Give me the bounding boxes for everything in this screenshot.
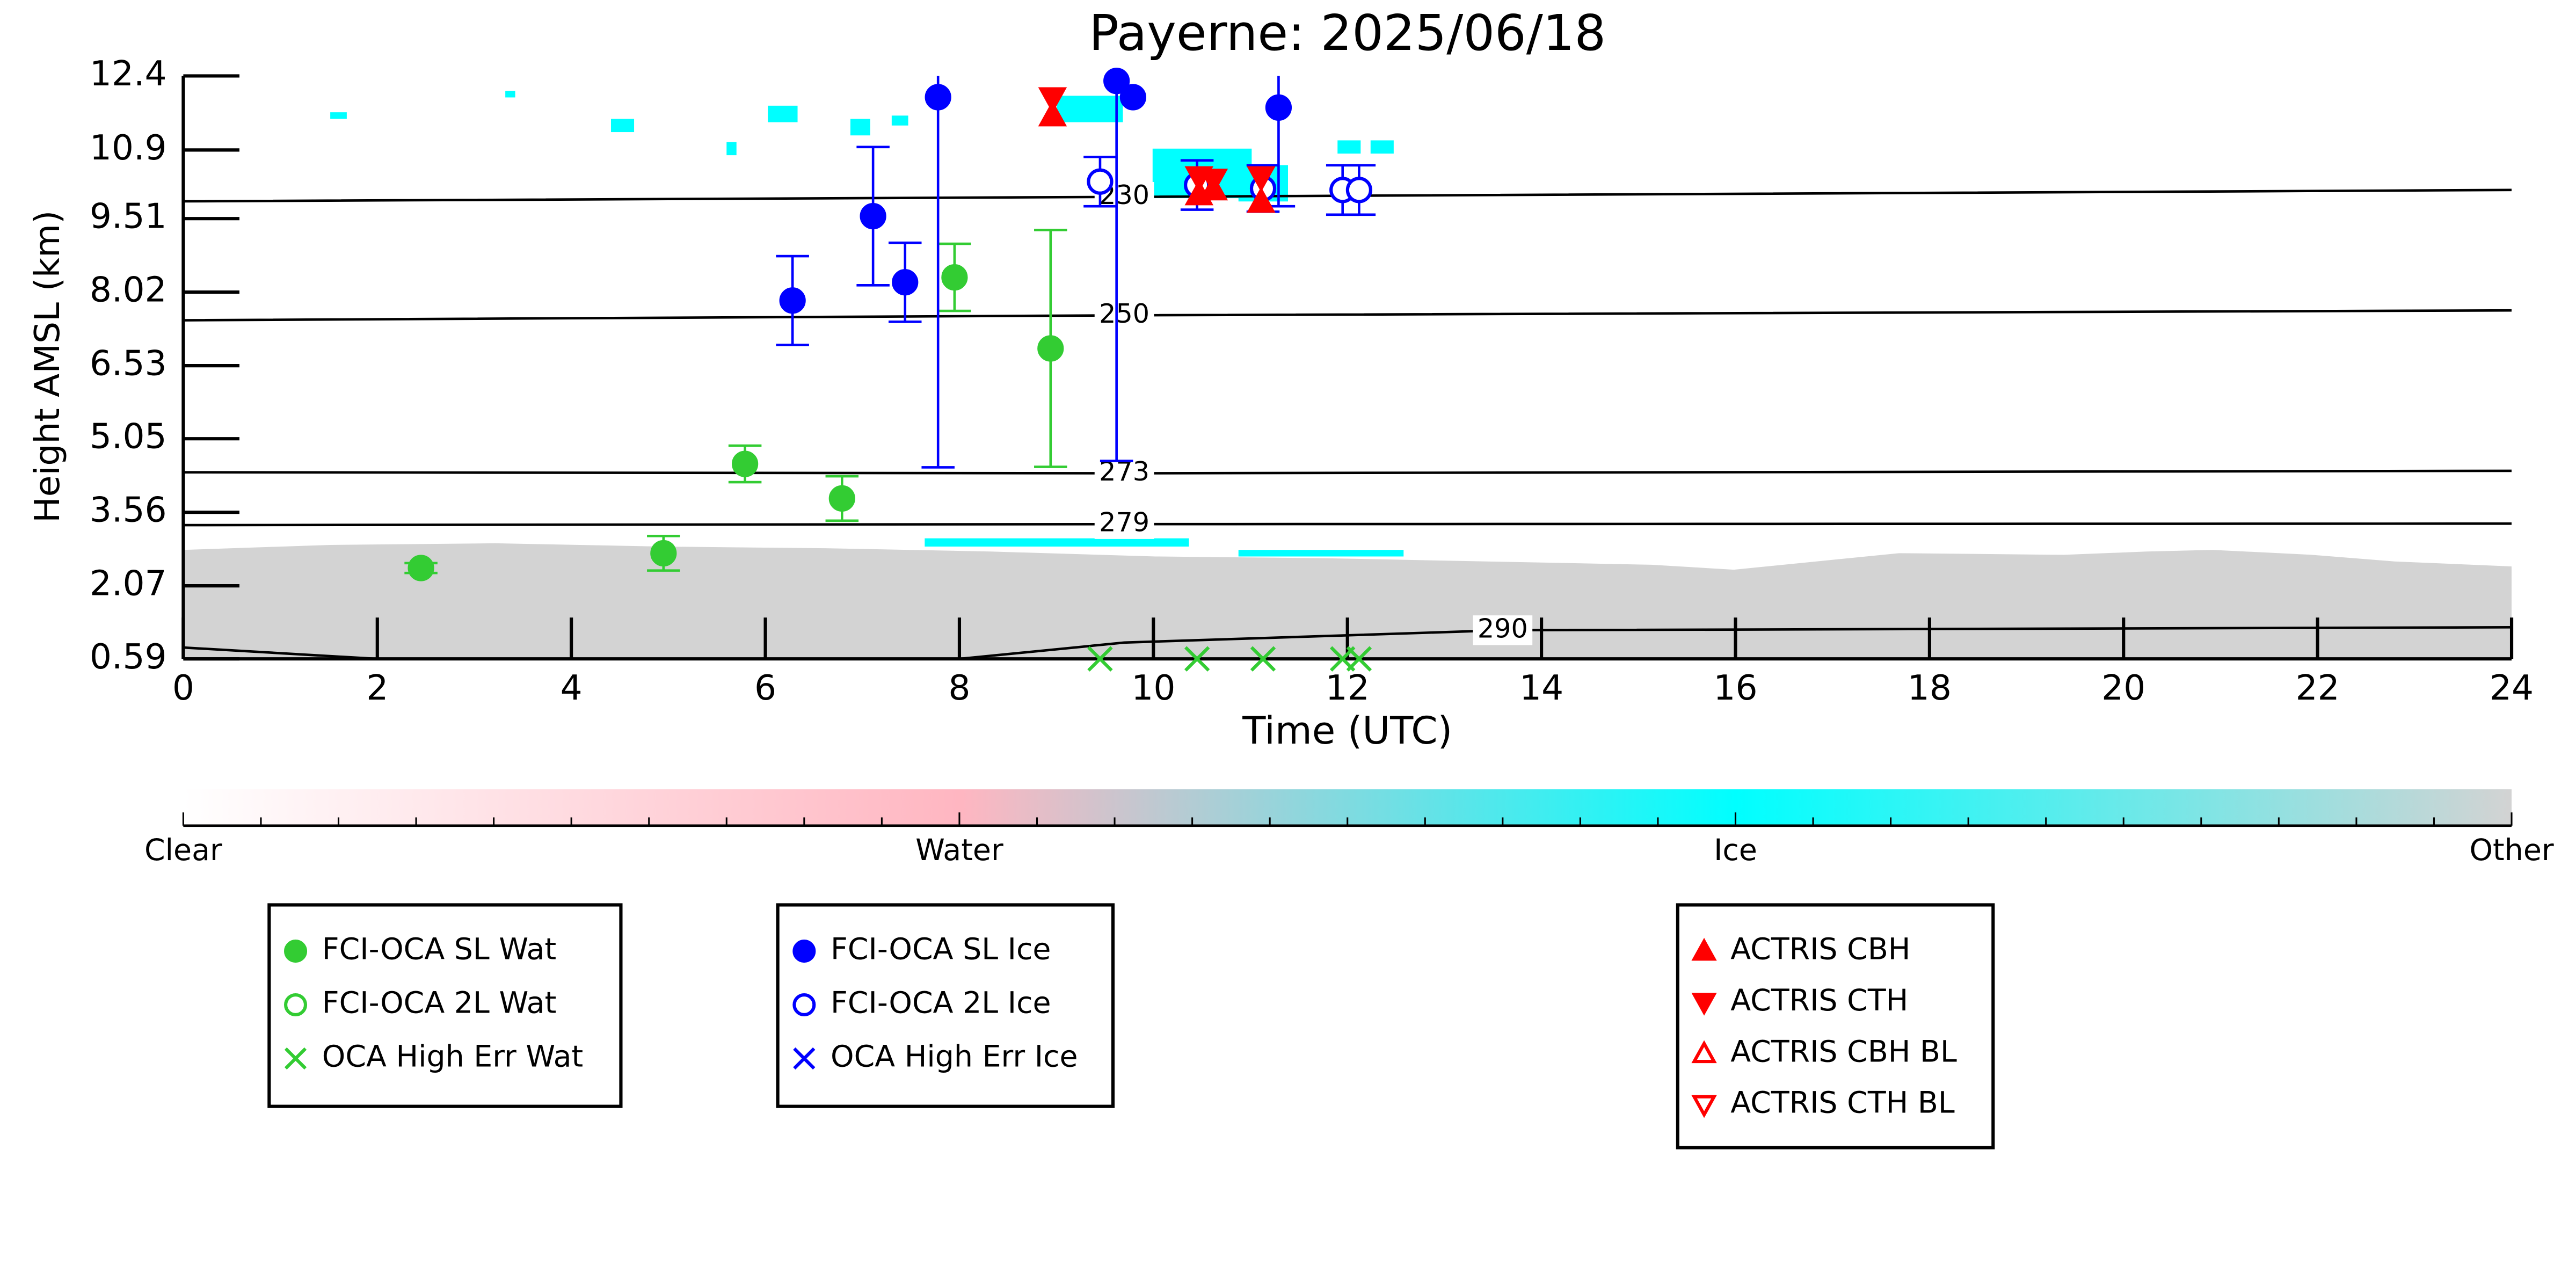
marker [1037, 335, 1064, 362]
x-tick-label: 4 [561, 668, 583, 708]
legend-label: FCI-OCA SL Wat [322, 933, 556, 967]
legend-marker [792, 940, 816, 963]
y-tick-label: 3.56 [90, 490, 167, 530]
contour-label-bg [1473, 615, 1533, 645]
x-tick-label: 6 [754, 668, 776, 708]
colorbar-label: Water [915, 833, 1003, 868]
marker [1184, 646, 1210, 672]
contours [183, 182, 2512, 659]
legend-box [776, 903, 1115, 1108]
marker [1250, 646, 1276, 672]
x-tick-label: 16 [1713, 668, 1757, 708]
marker [892, 269, 919, 296]
marker [407, 555, 434, 581]
legend-marker [1691, 1040, 1717, 1064]
marker [1345, 177, 1373, 203]
marker [1247, 166, 1276, 192]
x-tick-label: 20 [2101, 668, 2145, 708]
legend-marker [1691, 937, 1717, 961]
contour-line [183, 626, 2512, 659]
x-tick-label: 18 [1908, 668, 1952, 708]
legend-marker [284, 940, 308, 963]
colorbar-label: Other [2469, 833, 2553, 868]
x-tick-label: 24 [2490, 668, 2534, 708]
marker [1087, 646, 1113, 672]
legend-label: ACTRIS CBH BL [1730, 1035, 1957, 1069]
legend-label: FCI-OCA 2L Wat [322, 986, 557, 1021]
marker [828, 485, 855, 512]
chart-title: Payerne: 2025/06/18 [1089, 4, 1606, 62]
marker [925, 84, 951, 111]
legend-marker [1691, 993, 1717, 1016]
y-tick-label: 0.59 [90, 637, 167, 677]
marker [732, 450, 759, 477]
legend-box [267, 903, 623, 1108]
marker [1265, 94, 1292, 121]
colorbar-label: Clear [144, 833, 222, 868]
y-tick-label: 6.53 [90, 344, 167, 384]
contour-label-bg [1094, 509, 1154, 539]
legend-label: FCI-OCA SL Ice [831, 933, 1051, 967]
legend-marker [792, 993, 816, 1017]
x-tick-label: 0 [172, 668, 194, 708]
contour-label: 279 [1099, 507, 1149, 538]
x-tick-label: 12 [1326, 668, 1370, 708]
marker [650, 540, 677, 567]
legend-marker [1691, 1095, 1717, 1118]
legend-label: OCA High Err Ice [831, 1040, 1078, 1074]
marker [1119, 84, 1146, 111]
marker [1087, 168, 1114, 195]
legend-label: ACTRIS CBH [1730, 933, 1910, 967]
x-tick-label: 14 [1519, 668, 1563, 708]
legend-marker [284, 1047, 307, 1070]
marker [779, 287, 806, 314]
x-axis-label: Time (UTC) [1242, 708, 1452, 753]
marker [941, 264, 968, 291]
x-tick-label: 8 [948, 668, 970, 708]
marker [1346, 646, 1372, 672]
y-tick-label: 5.05 [90, 417, 167, 457]
contour-line [183, 522, 2512, 527]
y-tick-label: 2.07 [90, 564, 167, 604]
y-tick-label: 12.4 [90, 54, 167, 94]
legend-marker [793, 1047, 816, 1070]
contour-label-bg [1094, 458, 1154, 489]
marker [860, 202, 886, 230]
legend-marker [284, 993, 308, 1017]
y-axis-label: Height AMSL (km) [27, 210, 68, 523]
x-tick-label: 10 [1131, 668, 1175, 708]
y-tick-label: 8.02 [90, 270, 167, 310]
legend-label: ACTRIS CTH BL [1730, 1086, 1955, 1120]
marker [1199, 169, 1228, 195]
legend-box [1676, 903, 1995, 1149]
marker [1247, 187, 1276, 213]
marker [1038, 87, 1067, 113]
marker [1103, 68, 1130, 94]
legend-label: FCI-OCA 2L Ice [831, 986, 1051, 1021]
contour-label-bg [1094, 300, 1154, 331]
contour-label: 250 [1099, 298, 1149, 329]
y-tick-label: 10.9 [90, 128, 167, 168]
x-tick-label: 2 [366, 668, 388, 708]
legend-label: OCA High Err Wat [322, 1040, 583, 1074]
legend-label: ACTRIS CTH [1730, 984, 1908, 1018]
marker [1038, 100, 1067, 127]
x-tick-label: 22 [2296, 668, 2340, 708]
colorbar-label: Ice [1714, 833, 1757, 868]
contour-label: 290 [1478, 613, 1528, 644]
y-tick-label: 9.51 [90, 197, 167, 237]
